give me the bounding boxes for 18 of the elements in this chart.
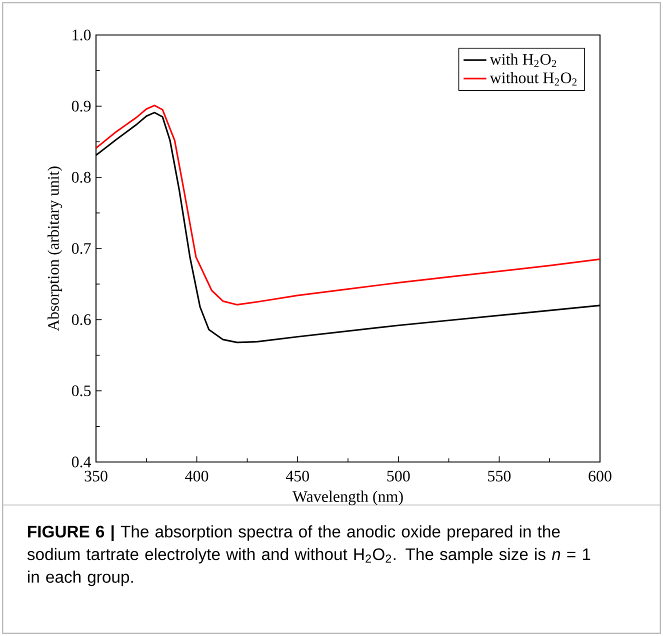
legend-label: without H$_{2}$O$_{2}$ — [490, 72, 577, 86]
x-tick-label: 600 — [588, 470, 612, 482]
x-tick-label: 500 — [387, 470, 410, 482]
x-tick-label: 400 — [185, 470, 208, 482]
y-tick-label: 0.6 — [72, 314, 91, 326]
legend-label: with H$_{2}$O$_{2}$ — [490, 54, 556, 68]
x-axis-title: Wavelength (nm) — [292, 490, 403, 506]
y-axis-title: Absorption (arbitary unit) — [48, 166, 62, 332]
chart-title: FIGURE 6 | The absorption spectra of the anodic oxide prepared in the sodium tartrate electrolyte with and without H$_{2}$O$_{2}$. The sample size is n = 1 in each group. — [27, 525, 590, 586]
y-tick-label: 0.7 — [72, 243, 91, 254]
x-tick-label: 450 — [286, 470, 309, 482]
y-tick-label: 0.9 — [72, 100, 91, 112]
x-tick-label: 350 — [84, 470, 108, 482]
y-tick-label: 0.8 — [72, 172, 91, 183]
y-tick-label: 0.4 — [72, 456, 92, 468]
x-tick-label: 550 — [488, 470, 511, 482]
y-tick-label: 1.0 — [72, 30, 91, 40]
y-tick-label: 0.5 — [72, 385, 91, 396]
